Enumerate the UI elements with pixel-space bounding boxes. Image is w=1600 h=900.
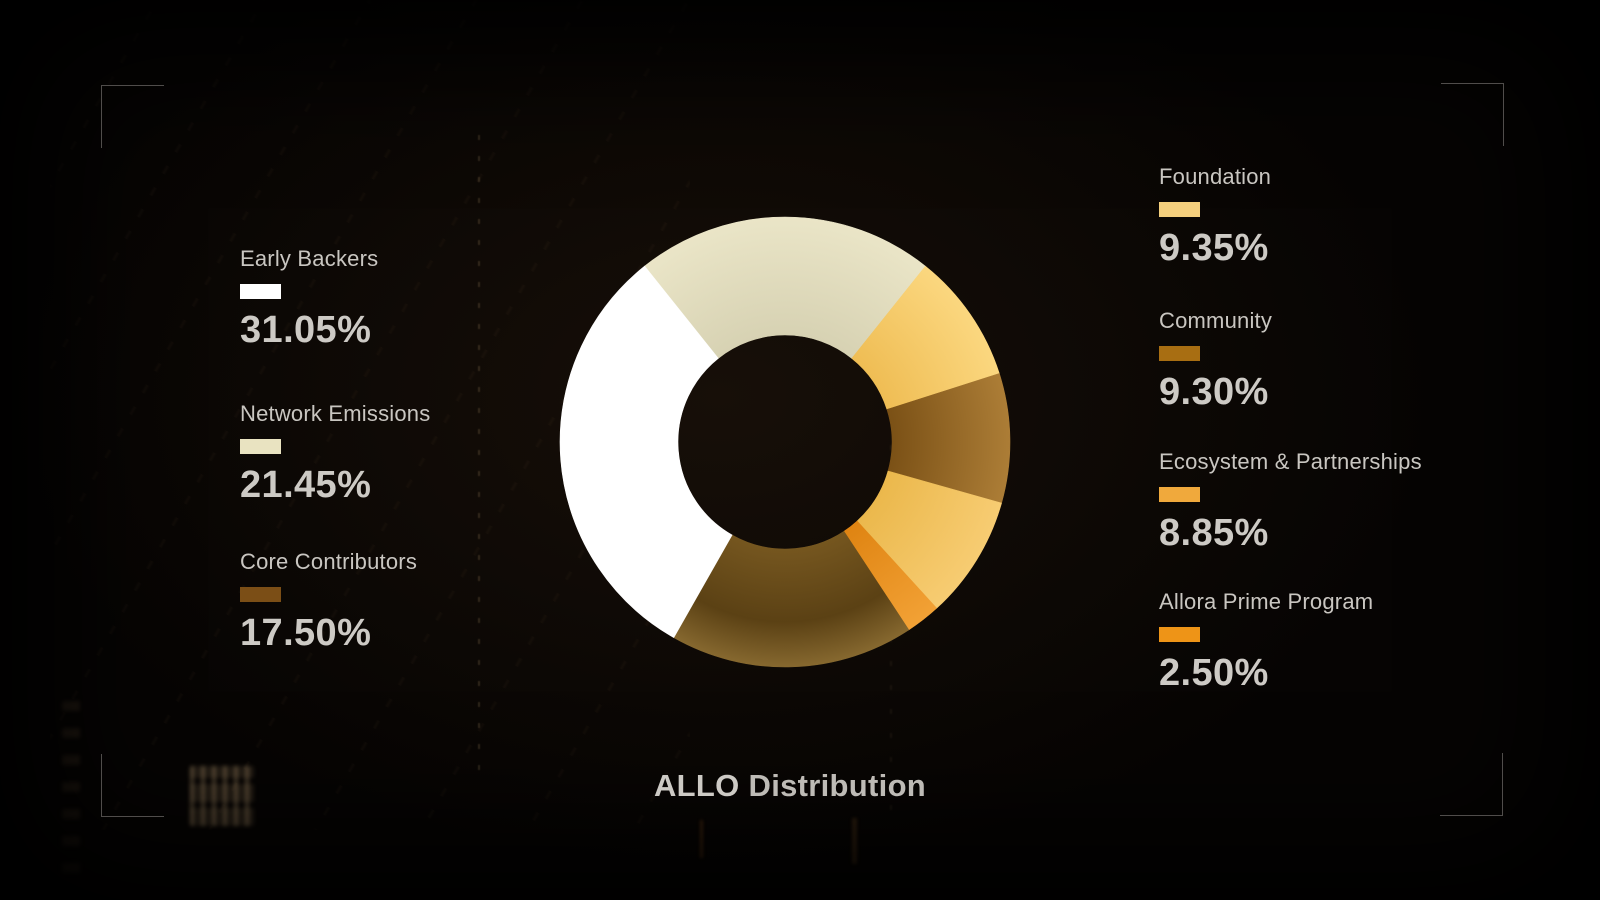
legend-value: 8.85% — [1159, 512, 1269, 554]
legend-label: Community — [1159, 308, 1273, 333]
legend-value: 31.05% — [240, 309, 372, 351]
legend-label: Core Contributors — [240, 549, 418, 574]
early-backers-swatch — [240, 284, 281, 299]
legend-item-early-backers: Early Backers 31.05% — [240, 247, 378, 350]
frame-bracket-top-left — [101, 85, 164, 148]
legend-label: Network Emissions — [240, 401, 431, 426]
frame-bracket-bottom-left — [101, 754, 164, 817]
foundation-swatch — [1159, 202, 1200, 217]
legend-item-core-contributors: Core Contributors 17.50% — [240, 550, 417, 653]
ecosystem-partnerships-swatch — [1159, 487, 1200, 502]
legend-value: 17.50% — [240, 612, 372, 654]
legend-item-allora-prime-program: Allora Prime Program 2.50% — [1159, 590, 1373, 693]
legend-value: 21.45% — [240, 464, 372, 506]
legend-label: Foundation — [1159, 164, 1272, 189]
legend-label: Allora Prime Program — [1159, 589, 1374, 614]
chart-title-primary: ALLO — [653, 768, 740, 803]
network-emissions-swatch — [240, 439, 281, 454]
frame-bracket-bottom-right — [1440, 753, 1503, 816]
legend-item-network-emissions: Network Emissions 21.45% — [240, 402, 430, 505]
chart-title: ALLO Distribution — [490, 769, 1090, 802]
community-swatch — [1159, 346, 1200, 361]
legend-item-community: Community 9.30% — [1159, 309, 1272, 412]
legend-item-ecosystem-partnerships: Ecosystem & Partnerships 8.85% — [1159, 450, 1422, 553]
legend-value: 9.35% — [1159, 227, 1269, 269]
allora-prime-program-swatch — [1159, 627, 1200, 642]
legend-value: 2.50% — [1159, 652, 1269, 694]
donut-segment-network-emissions — [644, 216, 926, 359]
donut-segment-early-backers — [559, 265, 733, 639]
legend-label: Ecosystem & Partnerships — [1159, 449, 1422, 474]
core-contributors-swatch — [240, 587, 281, 602]
legend-label: Early Backers — [240, 246, 379, 271]
legend-item-foundation: Foundation 9.35% — [1159, 165, 1271, 268]
legend-value: 9.30% — [1159, 371, 1269, 413]
frame-bracket-top-right — [1441, 83, 1504, 146]
chart-title-secondary: Distribution — [748, 768, 927, 803]
donut-segment-core-contributors — [673, 530, 910, 668]
